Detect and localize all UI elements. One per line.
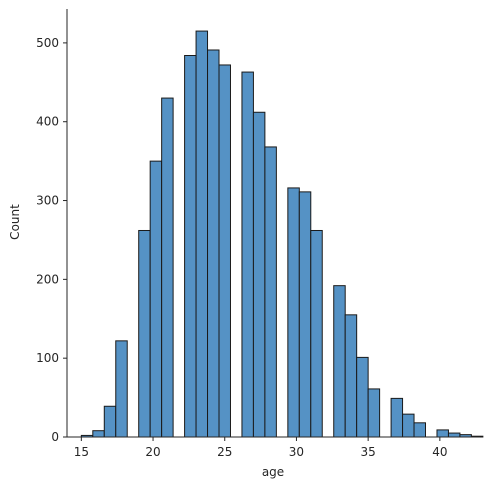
- x-axis-label: age: [262, 465, 284, 479]
- histogram-bar: [390, 397, 404, 438]
- x-tick-label: 30: [289, 445, 304, 459]
- histogram-bar: [264, 146, 277, 438]
- histogram-bar: [447, 432, 461, 438]
- histogram-bar: [356, 356, 369, 438]
- y-tick-label: 500: [36, 36, 59, 50]
- histogram-bar: [115, 340, 128, 438]
- x-axis-ticks: 15 20 25 30 35 40: [74, 437, 447, 459]
- histogram-bar: [207, 49, 220, 438]
- histogram-bar: [149, 160, 163, 438]
- histogram-bar: [252, 111, 266, 438]
- histogram-bar: [218, 64, 231, 438]
- histogram-bar: [367, 388, 381, 438]
- y-axis-ticks: 0 100 200 300 400 500: [36, 36, 67, 444]
- x-tick-label: 35: [361, 445, 376, 459]
- y-tick-label: 400: [36, 115, 59, 129]
- histogram-bar: [298, 191, 312, 438]
- x-tick-label: 15: [74, 445, 89, 459]
- histogram-bar: [310, 229, 323, 438]
- x-tick-label: 25: [217, 445, 232, 459]
- y-tick-label: 0: [51, 430, 59, 444]
- histogram-bar: [103, 405, 117, 438]
- histogram-bar: [333, 285, 346, 438]
- histogram-bar: [402, 413, 415, 438]
- histogram-bar: [436, 429, 449, 438]
- x-tick-label: 40: [432, 445, 447, 459]
- y-tick-label: 300: [36, 194, 59, 208]
- y-tick-label: 100: [36, 351, 59, 365]
- histogram-bar: [195, 30, 209, 438]
- histogram-bar: [92, 430, 105, 438]
- x-tick-label: 20: [145, 445, 160, 459]
- histogram-bar: [184, 55, 197, 438]
- y-axis-label: Count: [8, 204, 22, 240]
- histogram-bar: [344, 314, 358, 438]
- histogram-bar: [287, 187, 300, 438]
- histogram-bar: [161, 97, 174, 438]
- histogram-bar: [413, 422, 426, 438]
- histogram-bar: [138, 229, 151, 438]
- histogram-bars: [80, 30, 484, 438]
- histogram-bar: [241, 71, 254, 438]
- y-tick-label: 200: [36, 272, 59, 286]
